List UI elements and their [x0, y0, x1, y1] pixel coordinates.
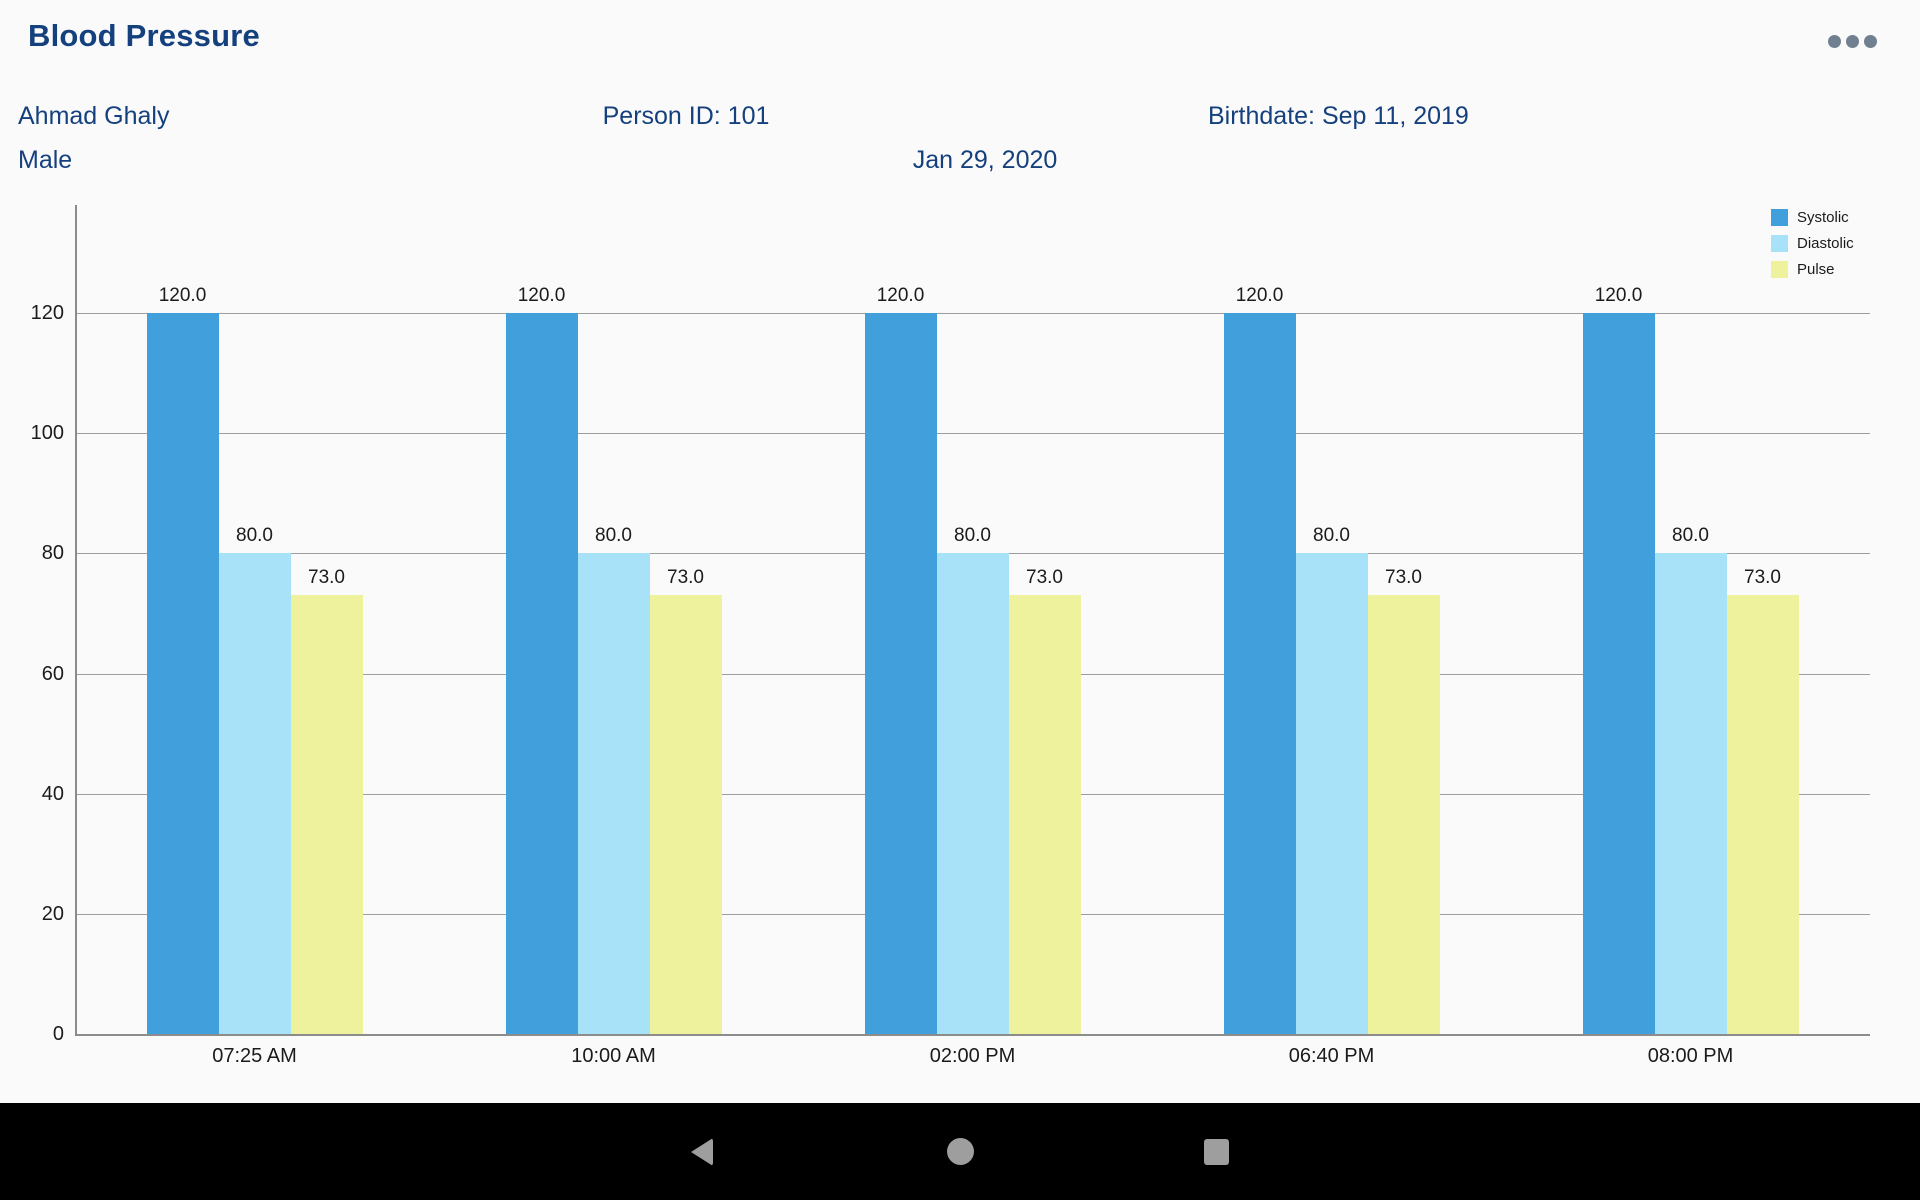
bar-value-label: 80.0: [236, 525, 273, 547]
bar-systolic[interactable]: [1582, 313, 1655, 1034]
x-axis-label: 02:00 PM: [929, 1045, 1016, 1067]
bar-pulse[interactable]: [1008, 595, 1081, 1034]
bar-value-label: 73.0: [667, 567, 704, 589]
legend-swatch-icon: [1771, 234, 1788, 252]
patient-id: Person ID: 101: [602, 102, 770, 130]
ellipsis-dot: [1845, 34, 1859, 48]
bar-value-label: 80.0: [954, 525, 991, 547]
legend-swatch-icon: [1771, 260, 1788, 278]
bar-systolic[interactable]: [1223, 313, 1296, 1034]
recents-button[interactable]: [1156, 1103, 1276, 1200]
y-axis-line: [75, 205, 77, 1034]
y-axis-label: 100: [30, 422, 64, 445]
bar-value-label: 120.0: [158, 285, 207, 307]
bar-systolic[interactable]: [864, 313, 937, 1034]
patient-birthdate: Birthdate: Sep 11, 2019: [1208, 102, 1469, 130]
bar-pulse[interactable]: [1367, 595, 1440, 1034]
ellipsis-icon: [1827, 34, 1877, 48]
back-button[interactable]: [642, 1103, 762, 1200]
legend-swatch-icon: [1771, 208, 1788, 226]
home-icon: [946, 1138, 974, 1165]
bar-value-label: 80.0: [595, 525, 632, 547]
ellipsis-dot: [1863, 34, 1877, 48]
y-axis-label: 80: [41, 542, 64, 565]
bar-value-label: 73.0: [1385, 567, 1422, 589]
legend-label: Pulse: [1797, 260, 1835, 278]
bar-value-label: 73.0: [1026, 567, 1063, 589]
chart-legend: Systolic Diastolic Pulse: [1771, 204, 1854, 282]
gridline: [75, 313, 1870, 315]
bar-value-label: 120.0: [1235, 285, 1284, 307]
home-button[interactable]: [900, 1103, 1020, 1200]
y-axis-label: 20: [41, 902, 64, 925]
bar-systolic[interactable]: [146, 313, 219, 1034]
bar-diastolic[interactable]: [1654, 553, 1727, 1034]
bar-pulse[interactable]: [1726, 595, 1799, 1034]
bar-systolic[interactable]: [505, 313, 578, 1034]
bar-pulse[interactable]: [290, 595, 363, 1034]
bar-value-label: 80.0: [1313, 525, 1350, 547]
ellipsis-dot: [1827, 34, 1841, 48]
gridline: [75, 433, 1870, 435]
patient-name: Ahmad Ghaly: [18, 102, 170, 130]
legend-item: Diastolic: [1771, 230, 1854, 256]
y-axis-label: 0: [52, 1023, 64, 1045]
page-title: Blood Pressure: [28, 18, 260, 53]
y-axis-label: 60: [41, 662, 64, 685]
x-axis-label: 10:00 AM: [571, 1045, 656, 1067]
recents-icon: [1203, 1138, 1229, 1165]
blood-pressure-chart[interactable]: 0 20 40 60 80 100 120 120.0 80.0 73.0 07:25 AM 120.…: [0, 0, 1920, 1103]
x-axis-label: 08:00 PM: [1647, 1045, 1734, 1067]
y-axis-label: 40: [41, 782, 64, 805]
bar-value-label: 120.0: [876, 285, 925, 307]
bar-value-label: 73.0: [308, 567, 345, 589]
back-icon: [691, 1137, 713, 1166]
bar-diastolic[interactable]: [1295, 553, 1368, 1034]
patient-gender: Male: [18, 146, 73, 174]
bar-value-label: 120.0: [517, 285, 566, 307]
android-nav-bar: [0, 1103, 1920, 1200]
legend-item: Systolic: [1771, 204, 1854, 230]
bar-pulse[interactable]: [649, 595, 722, 1034]
legend-label: Diastolic: [1797, 234, 1854, 252]
legend-item: Pulse: [1771, 256, 1854, 282]
bar-diastolic[interactable]: [936, 553, 1009, 1034]
x-axis-label: 06:40 PM: [1288, 1045, 1375, 1067]
record-date: Jan 29, 2020: [912, 146, 1058, 174]
bar-diastolic[interactable]: [218, 553, 291, 1034]
bar-value-label: 73.0: [1744, 567, 1781, 589]
x-axis-label: 07:25 AM: [212, 1045, 297, 1067]
legend-label: Systolic: [1797, 208, 1849, 226]
x-axis-line: [75, 1034, 1870, 1036]
bar-value-label: 120.0: [1594, 285, 1643, 307]
bar-value-label: 80.0: [1672, 525, 1709, 547]
bar-diastolic[interactable]: [577, 553, 650, 1034]
overflow-menu-button[interactable]: [1812, 22, 1892, 60]
y-axis-label: 120: [30, 302, 64, 325]
